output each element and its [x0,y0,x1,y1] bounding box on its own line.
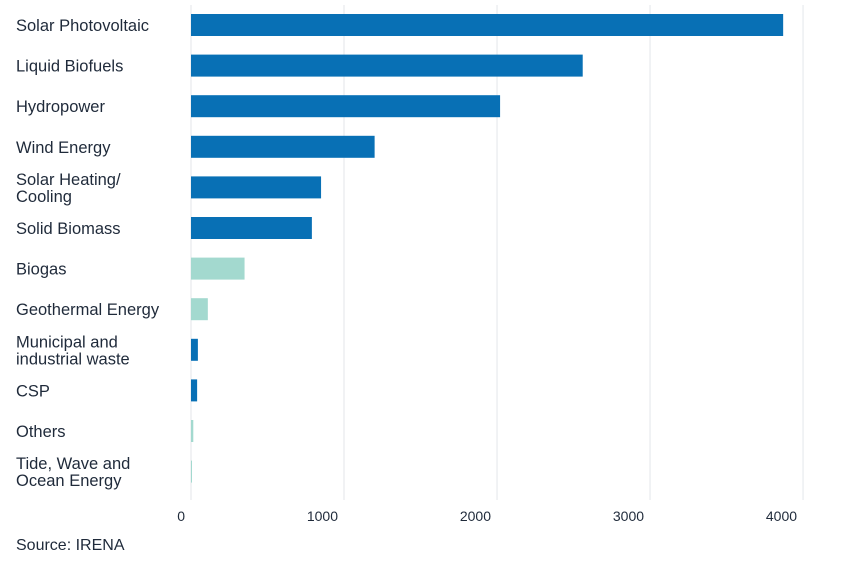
x-tick-label: 4000 [766,508,797,524]
x-tick-label: 1000 [307,508,338,524]
category-label: Tide, Wave and Ocean Energy [16,455,130,490]
bar [191,420,194,442]
category-label: Wind Energy [16,139,111,157]
category-label: Solar Heating/Cooling [16,171,121,206]
bar [191,95,501,118]
gridlines [190,5,804,500]
bar [191,379,198,402]
bar [191,135,375,158]
bars [191,14,784,483]
category-label: Liquid Biofuels [16,58,123,76]
category-label: Solid Biomass [16,220,121,238]
source-note: Source: IRENA [16,537,125,554]
bar [191,460,192,483]
category-label: Municipal and industrial waste [16,333,130,368]
x-tick-label: 2000 [460,508,491,524]
bar [191,54,583,77]
category-label: Biogas [16,261,66,279]
bar [191,338,198,361]
category-label: CSP [16,382,50,400]
bar [191,298,208,321]
bar [191,14,784,36]
category-labels: Solar Photovoltaic Liquid Biofuels Hydropo… [16,17,160,490]
category-label: Hydropower [16,98,105,116]
bar [191,176,322,199]
category-label: Solar Photovoltaic [16,17,149,35]
bar [191,257,245,280]
category-label: Others [16,423,66,441]
x-tick-label: 0 [177,508,185,524]
x-tick-label: 3000 [613,508,644,524]
bar [191,217,312,239]
bar-chart: Solar Photovoltaic Liquid Biofuels Hydropo… [16,5,804,524]
category-label: Geothermal Energy [16,301,160,319]
x-axis-ticks: 0 1000 2000 3000 4000 [177,508,797,524]
